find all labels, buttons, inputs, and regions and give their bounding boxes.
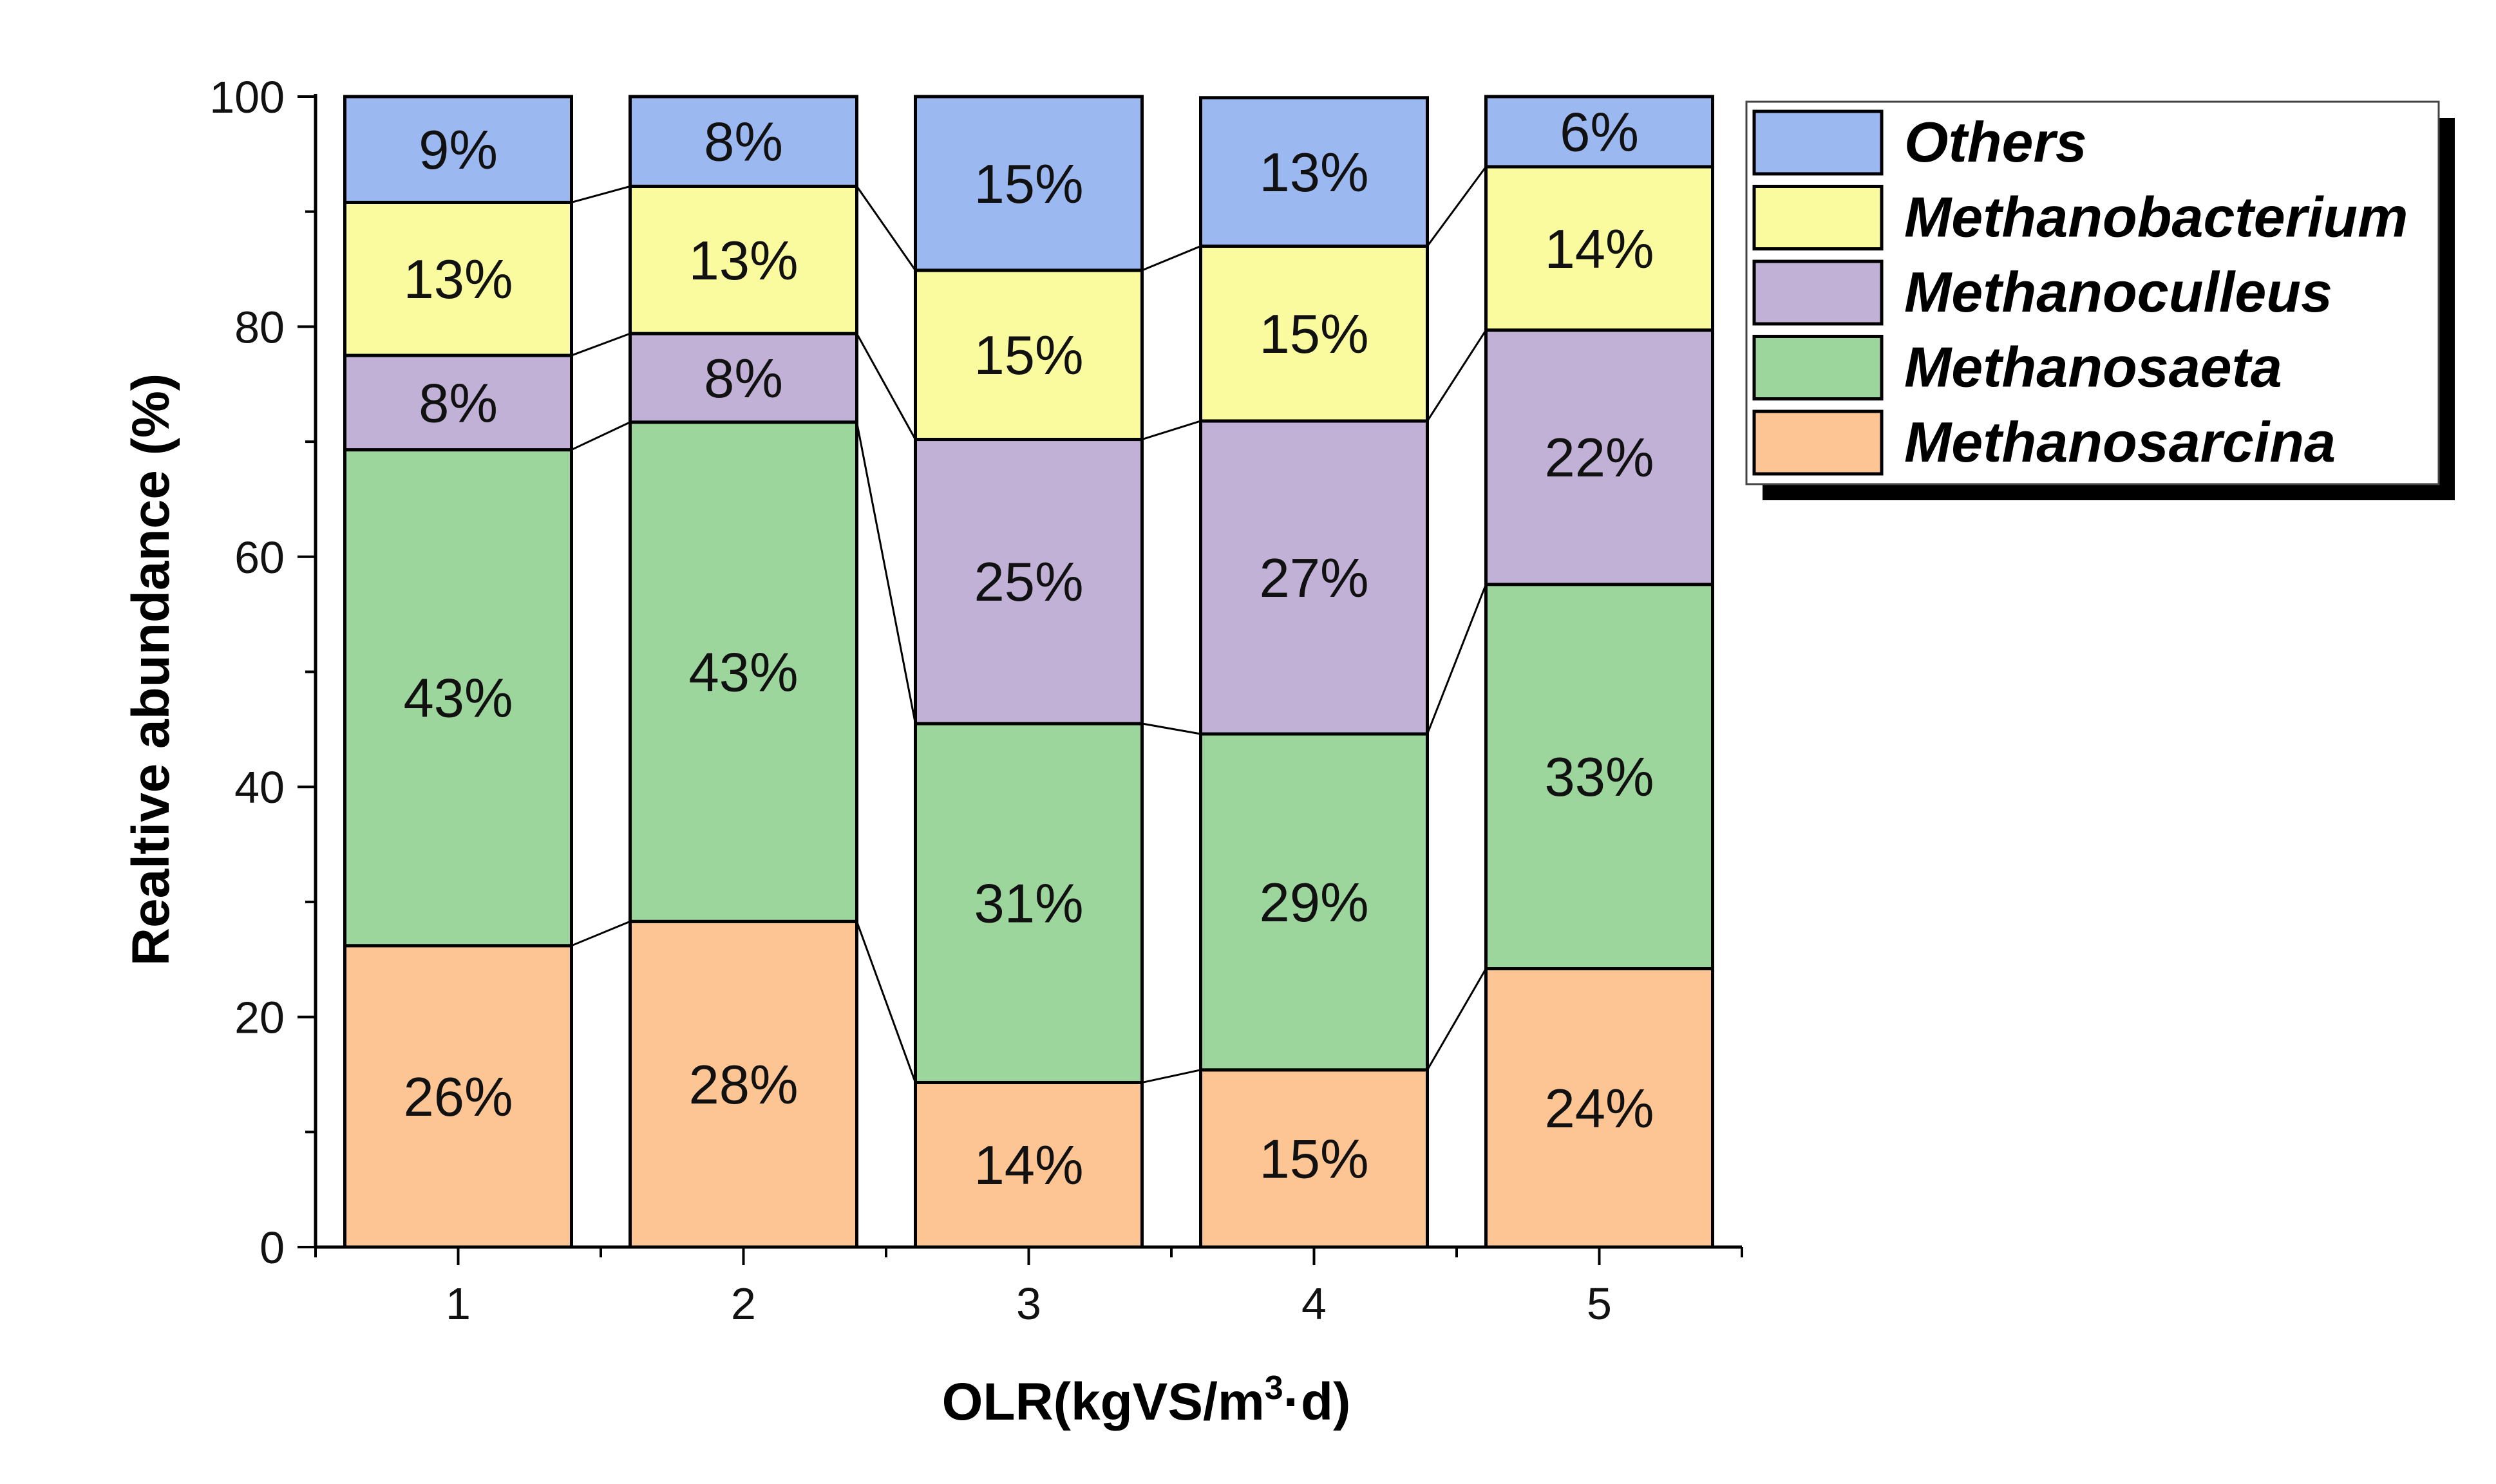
data-label-others-4: 13%: [1259, 142, 1368, 203]
connector-line: [571, 421, 631, 451]
data-label-methanobacterium-2: 13%: [688, 230, 798, 292]
bar-segment-methanosarcina-4: [1199, 1068, 1429, 1249]
data-label-methanobacterium-5: 14%: [1544, 219, 1654, 280]
legend-label-others: Others: [1904, 110, 2087, 174]
bar-segment-methanosaeta-4: [1199, 732, 1429, 1072]
bar-segment-methanoculleus-2: [629, 332, 858, 424]
bar-segment-methanoculleus-1: [343, 353, 573, 452]
x-tick-label: 3: [1016, 1279, 1041, 1329]
data-label-methanobacterium-4: 15%: [1259, 304, 1368, 365]
bar-segment-methanobacterium-1: [343, 200, 573, 357]
data-label-methanosarcina-5: 24%: [1544, 1078, 1654, 1140]
bar-segment-others-2: [629, 95, 858, 188]
bar-segment-methanosaeta-2: [629, 420, 858, 923]
connector-line: [1142, 420, 1201, 440]
bar-segment-others-4: [1199, 96, 1429, 248]
connector-line: [571, 920, 631, 947]
legend-swatch-methanosaeta: [1752, 335, 1884, 400]
data-label-methanosaeta-5: 33%: [1544, 747, 1654, 808]
connector-line: [1142, 1069, 1201, 1084]
bar-segment-methanobacterium-2: [629, 184, 858, 335]
data-label-methanoculleus-5: 22%: [1544, 427, 1654, 489]
connector-line: [571, 332, 631, 357]
bar-segment-methanoculleus-5: [1484, 328, 1714, 587]
y-tick-label: 60: [234, 532, 285, 583]
bar-segment-methanosarcina-5: [1484, 967, 1714, 1249]
data-label-others-2: 8%: [704, 112, 783, 173]
connector-line: [1141, 245, 1202, 272]
data-label-others-3: 15%: [974, 154, 1083, 215]
bar-segment-others-5: [1484, 95, 1714, 169]
bar-segment-methanobacterium-3: [914, 268, 1144, 442]
data-label-methanosarcina-1: 26%: [403, 1067, 513, 1128]
data-label-methanosarcina-2: 28%: [688, 1055, 798, 1116]
bar-segment-methanoculleus-3: [914, 438, 1144, 726]
bar-segment-others-1: [343, 95, 573, 204]
connector-line: [1426, 329, 1487, 422]
bar-segment-methanobacterium-4: [1199, 244, 1429, 423]
connector-line: [1426, 166, 1487, 247]
data-label-methanobacterium-1: 13%: [403, 249, 513, 310]
y-axis-title: Realtive abundance (%): [122, 373, 180, 966]
bar-segment-others-3: [914, 95, 1144, 272]
bar-segment-methanosaeta-3: [914, 722, 1144, 1084]
data-label-methanosarcina-4: 15%: [1259, 1129, 1368, 1190]
bar-stack-2: 28% 43% 8% 13% 8%: [629, 95, 858, 1249]
legend-swatch-others: [1752, 109, 1884, 176]
x-axis-title: OLR(kgVS/m3·d): [942, 1369, 1351, 1431]
data-label-methanosaeta-2: 43%: [688, 643, 798, 704]
bar-stacks: 26%43%8%13%9%28%43%8%13%8%14%31%25%15%15…: [343, 95, 1714, 1249]
bar-stack-3: 14% 31% 25% 15% 15%: [914, 95, 1144, 1249]
y-tick-label: 40: [234, 762, 285, 812]
bar-stack-5: 24% 33% 22% 14% 6%: [1484, 95, 1714, 1249]
data-label-methanosaeta-4: 29%: [1259, 872, 1368, 934]
bar-segment-methanosarcina-3: [914, 1080, 1144, 1249]
legend-swatch-methanoculleus: [1752, 259, 1884, 326]
legend-label-methanoculleus: Methanoculleus: [1904, 260, 2332, 324]
connector-line: [1426, 584, 1487, 735]
y-tick-label: 80: [234, 302, 285, 352]
x-tick-label: 5: [1587, 1279, 1612, 1329]
connector-line: [571, 185, 630, 203]
bar-segment-methanosarcina-2: [629, 919, 858, 1249]
data-label-methanobacterium-3: 15%: [974, 325, 1083, 386]
legend-swatch-methanobacterium: [1752, 185, 1884, 250]
legend-swatch-methanosarcina: [1752, 409, 1884, 476]
data-label-methanoculleus-2: 8%: [704, 348, 783, 409]
connector-line: [856, 422, 916, 724]
y-tick-label: 0: [260, 1223, 285, 1273]
bar-segment-methanosaeta-5: [1484, 583, 1714, 971]
connector-line: [856, 185, 916, 271]
connector-line: [1142, 722, 1201, 735]
legend: Others Methanobacterium Methanoculleus Meth…: [1745, 100, 2455, 500]
bar-stack-1: 26% 43% 8% 13% 9%: [343, 95, 573, 1249]
data-label-methanoculleus-4: 27%: [1259, 548, 1368, 609]
x-tick-label: 2: [731, 1279, 756, 1329]
data-label-methanoculleus-1: 8%: [419, 373, 498, 434]
connector-line: [856, 333, 916, 440]
y-tick-label: 20: [234, 993, 285, 1043]
data-label-others-5: 6%: [1560, 102, 1639, 164]
x-tick-label: 1: [446, 1279, 471, 1329]
connector-line: [1426, 968, 1487, 1071]
data-label-others-1: 9%: [419, 120, 498, 181]
connector-lines: [571, 166, 1487, 1084]
legend-label-methanobacterium: Methanobacterium: [1904, 185, 2408, 249]
connector-line: [856, 921, 916, 1083]
y-tick-label: 100: [209, 72, 285, 122]
data-label-methanoculleus-3: 25%: [974, 552, 1083, 613]
axes: 0 20 40 60 80 100 1 2 3 4 5: [209, 72, 1743, 1329]
bar-stack-4: 15% 29% 27% 15% 13%: [1199, 96, 1429, 1249]
legend-label-methanosaeta: Methanosaeta: [1904, 335, 2282, 399]
bar-segment-methanosaeta-1: [343, 448, 573, 948]
x-tick-label: 4: [1301, 1279, 1327, 1329]
data-label-methanosaeta-3: 31%: [974, 874, 1083, 935]
data-label-methanosaeta-1: 43%: [403, 668, 513, 729]
data-label-methanosarcina-3: 14%: [974, 1135, 1083, 1196]
legend-label-methanosarcina: Methanosarcina: [1904, 410, 2336, 474]
